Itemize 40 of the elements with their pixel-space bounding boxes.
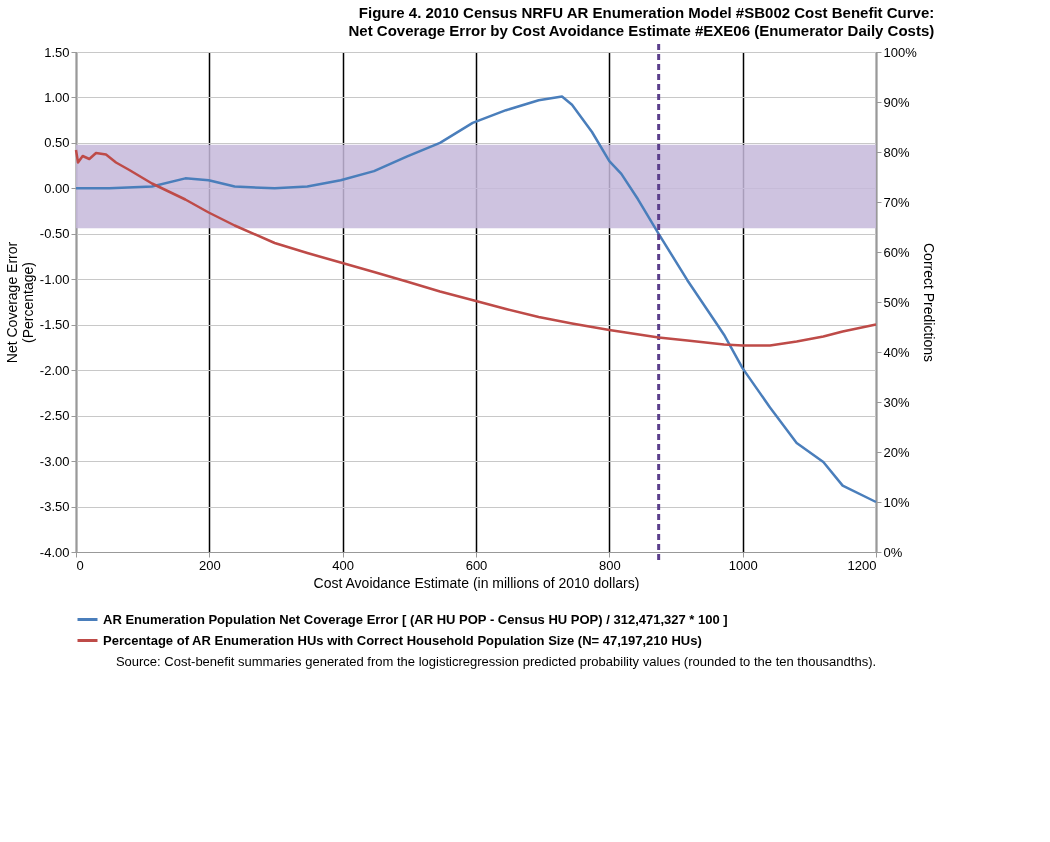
- y-tick-label: -0.50: [39, 226, 70, 242]
- y-tick-label: 0.50: [44, 135, 70, 151]
- chart-subtitle: Net Coverage Error by Cost Avoidance Estimate #EXE06 (Enumerator Daily Costs): [348, 21, 935, 39]
- y-tick-label: -1.50: [39, 317, 70, 333]
- x-tick-label: 600: [465, 557, 488, 573]
- y2-tick-label: 60%: [883, 244, 910, 260]
- y-tick-label: -3.00: [39, 453, 70, 469]
- y2-tick-label: 90%: [883, 94, 910, 110]
- x-axis-title: Cost Avoidance Estimate (in millions of 2010 dollars): [313, 574, 640, 591]
- y2-tick-label: 30%: [883, 394, 910, 410]
- y2-tick-label: 10%: [883, 494, 910, 510]
- y-tick-label: -1.00: [39, 271, 70, 287]
- y2-tick-label: 20%: [883, 444, 910, 460]
- line-series: [74, 148, 878, 347]
- y2-tick-label: 50%: [883, 294, 910, 310]
- chart-title: Figure 4. 2010 Census NRFU AR Enumeration Model #SB002 Cost Benefit Curve:: [358, 3, 935, 21]
- x-tick-label: 1000: [728, 557, 758, 573]
- y2-axis-title: Correct Predictions: [920, 242, 937, 363]
- x-tick-label: 0: [76, 557, 84, 573]
- x-tick-label: 800: [598, 557, 621, 573]
- legend-label: AR Enumeration Population Net Coverage Error [ (AR HU POP - Census HU POP) / 312,471,327 * 100 ]: [103, 611, 728, 627]
- y2-tick-label: 40%: [883, 344, 910, 360]
- y-tick-label: 1.50: [44, 44, 70, 60]
- x-tick-label: 400: [332, 557, 355, 573]
- y2-tick-label: 100%: [883, 44, 918, 60]
- y-tick-label: 1.00: [44, 89, 70, 105]
- y2-tick-label: 80%: [883, 144, 910, 160]
- y-tick-label: -2.00: [39, 362, 70, 378]
- x-tick-label: 1200: [847, 557, 877, 573]
- x-tick-label: 200: [198, 557, 221, 573]
- source-note: Source: Cost-benefit summaries generated from the logisticregression predicted probability values (rounded to the ten thousandths).: [115, 654, 877, 669]
- y-tick-label: 0.00: [44, 180, 70, 196]
- y2-tick-label: 0%: [883, 544, 903, 560]
- y-tick-label: -3.50: [39, 499, 70, 515]
- y-tick-label: -4.00: [39, 544, 70, 560]
- y-tick-label: -2.50: [39, 408, 70, 424]
- y2-tick-label: 70%: [883, 194, 910, 210]
- line-series: [74, 95, 878, 504]
- y-axis-title: Net Coverage Error (Percentage): [3, 241, 36, 364]
- legend-label: Percentage of AR Enumeration HUs with Correct Household Population Size (N= 47,197,210 HUs): [103, 632, 702, 648]
